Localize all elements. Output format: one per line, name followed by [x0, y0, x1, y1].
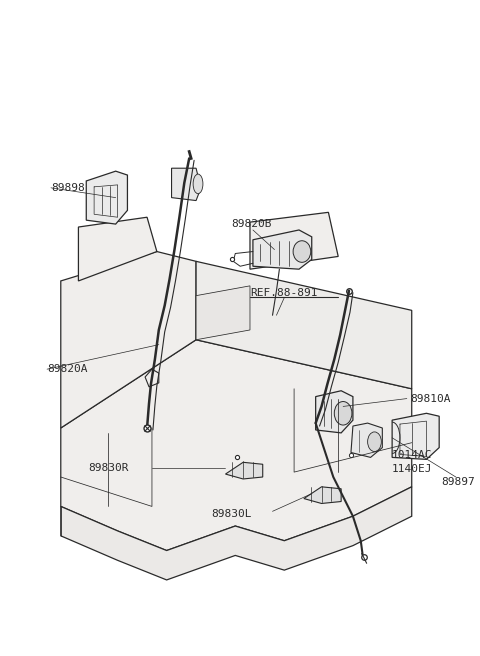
- Polygon shape: [86, 171, 128, 224]
- Text: 1140EJ: 1140EJ: [392, 464, 432, 474]
- Polygon shape: [61, 487, 412, 580]
- Text: 89897: 89897: [441, 477, 475, 487]
- Ellipse shape: [368, 432, 381, 451]
- Text: 89810A: 89810A: [410, 394, 450, 403]
- Polygon shape: [250, 213, 338, 269]
- Text: 89830L: 89830L: [211, 509, 251, 520]
- Text: 89820B: 89820B: [231, 219, 272, 229]
- Polygon shape: [196, 261, 412, 389]
- Text: 89830R: 89830R: [88, 463, 129, 473]
- Ellipse shape: [293, 241, 311, 262]
- Polygon shape: [226, 462, 263, 479]
- Polygon shape: [61, 251, 196, 428]
- Polygon shape: [78, 217, 157, 281]
- Ellipse shape: [334, 401, 352, 425]
- Polygon shape: [196, 286, 250, 340]
- Polygon shape: [316, 391, 353, 433]
- Text: 89820A: 89820A: [47, 364, 87, 374]
- Polygon shape: [392, 413, 439, 459]
- Polygon shape: [253, 230, 312, 269]
- Text: 1014AC: 1014AC: [392, 451, 432, 461]
- Ellipse shape: [193, 174, 203, 194]
- Polygon shape: [304, 487, 341, 503]
- Text: REF.88-891: REF.88-891: [250, 288, 317, 298]
- Polygon shape: [351, 423, 383, 457]
- Polygon shape: [61, 340, 412, 550]
- Text: 89898: 89898: [51, 183, 85, 193]
- Polygon shape: [171, 168, 201, 201]
